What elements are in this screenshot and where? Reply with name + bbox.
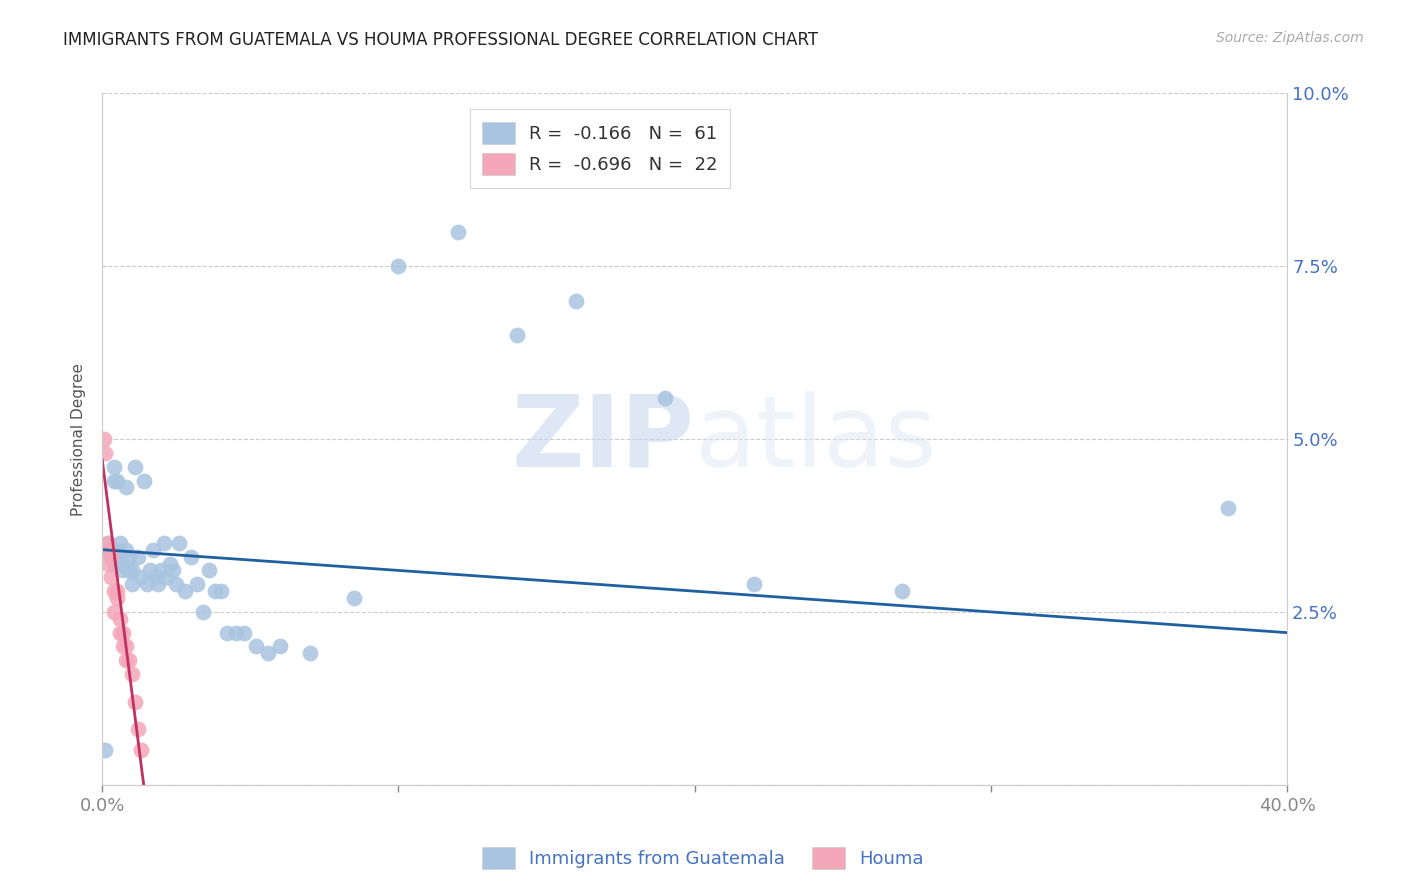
Point <box>204 584 226 599</box>
Point <box>121 563 143 577</box>
Point <box>105 591 128 605</box>
Point <box>142 542 165 557</box>
Point <box>145 570 167 584</box>
Point <box>121 577 143 591</box>
Point <box>186 577 208 591</box>
Text: atlas: atlas <box>695 391 936 488</box>
Point <box>111 640 134 654</box>
Point <box>298 646 321 660</box>
Point <box>105 549 128 564</box>
Point <box>162 563 184 577</box>
Point <box>215 625 238 640</box>
Point <box>118 549 141 564</box>
Point <box>100 542 122 557</box>
Point <box>118 653 141 667</box>
Point <box>105 584 128 599</box>
Point <box>127 723 149 737</box>
Text: ZIP: ZIP <box>512 391 695 488</box>
Point <box>165 577 187 591</box>
Text: IMMIGRANTS FROM GUATEMALA VS HOUMA PROFESSIONAL DEGREE CORRELATION CHART: IMMIGRANTS FROM GUATEMALA VS HOUMA PROFE… <box>63 31 818 49</box>
Point <box>108 535 131 549</box>
Point <box>191 605 214 619</box>
Point <box>742 577 765 591</box>
Point <box>103 605 125 619</box>
Point <box>111 557 134 571</box>
Point <box>198 563 221 577</box>
Point <box>111 625 134 640</box>
Point <box>100 570 122 584</box>
Point <box>167 535 190 549</box>
Point <box>447 225 470 239</box>
Point <box>97 557 120 571</box>
Point <box>174 584 197 599</box>
Point <box>115 640 138 654</box>
Point <box>108 625 131 640</box>
Point <box>565 293 588 308</box>
Point <box>100 549 122 564</box>
Legend: R =  -0.166   N =  61, R =  -0.696   N =  22: R = -0.166 N = 61, R = -0.696 N = 22 <box>470 110 730 187</box>
Point <box>343 591 366 605</box>
Point <box>103 584 125 599</box>
Point <box>108 612 131 626</box>
Point <box>103 459 125 474</box>
Point <box>94 446 117 460</box>
Point <box>654 391 676 405</box>
Point <box>129 743 152 757</box>
Point <box>156 570 179 584</box>
Point <box>124 459 146 474</box>
Point <box>225 625 247 640</box>
Legend: Immigrants from Guatemala, Houma: Immigrants from Guatemala, Houma <box>474 838 932 879</box>
Point <box>180 549 202 564</box>
Point <box>105 542 128 557</box>
Point <box>269 640 291 654</box>
Point <box>245 640 267 654</box>
Point <box>150 563 173 577</box>
Point <box>129 570 152 584</box>
Point <box>103 557 125 571</box>
Point <box>124 695 146 709</box>
Point <box>138 563 160 577</box>
Point <box>105 474 128 488</box>
Point <box>387 259 409 273</box>
Point <box>891 584 914 599</box>
Point <box>257 646 280 660</box>
Point <box>97 535 120 549</box>
Point <box>153 535 176 549</box>
Point <box>115 653 138 667</box>
Point <box>111 563 134 577</box>
Point <box>115 542 138 557</box>
Point <box>100 549 122 564</box>
Point <box>115 480 138 494</box>
Point <box>94 542 117 557</box>
Point <box>233 625 256 640</box>
Point <box>94 542 117 557</box>
Point <box>209 584 232 599</box>
Y-axis label: Professional Degree: Professional Degree <box>72 362 86 516</box>
Point <box>97 542 120 557</box>
Point <box>94 743 117 757</box>
Point <box>118 563 141 577</box>
Text: Source: ZipAtlas.com: Source: ZipAtlas.com <box>1216 31 1364 45</box>
Point <box>121 667 143 681</box>
Point <box>506 328 529 343</box>
Point <box>135 577 157 591</box>
Point <box>108 557 131 571</box>
Point <box>1216 501 1239 516</box>
Point <box>127 549 149 564</box>
Point <box>148 577 170 591</box>
Point <box>159 557 181 571</box>
Point <box>97 535 120 549</box>
Point <box>132 474 155 488</box>
Point <box>93 432 115 446</box>
Point <box>103 474 125 488</box>
